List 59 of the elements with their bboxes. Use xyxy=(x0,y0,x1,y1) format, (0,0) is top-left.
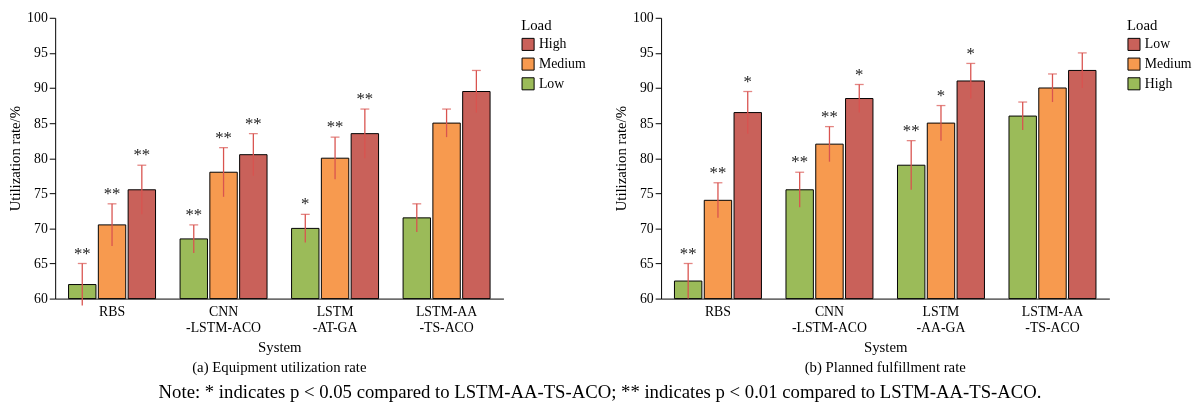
y-tick-label: 100 xyxy=(633,10,654,26)
data-label: ** xyxy=(133,145,151,165)
data-label: ** xyxy=(103,183,121,203)
x-tick-label: CNN -LSTM-ACO xyxy=(186,303,262,335)
x-tick-label: CNN -LSTM-ACO xyxy=(791,303,868,335)
y-tick-label: 100 xyxy=(27,10,48,26)
legend-label: High xyxy=(538,36,567,52)
legend-label: Medium xyxy=(1144,56,1192,72)
x-tick-label: LSTM-AA -TS-ACO xyxy=(1021,303,1084,335)
text: (a) Equipment utilization rate xyxy=(192,359,367,377)
data-label: * xyxy=(301,194,310,214)
legend-label: High xyxy=(1144,75,1173,91)
x-tick-label: LSTM-AA -TS-ACO xyxy=(415,303,478,335)
x-tick-label: RBS xyxy=(99,303,126,319)
y-axis-title: Utilization rate/% xyxy=(613,106,630,212)
data-label: ** xyxy=(326,117,344,137)
legend-title: Load xyxy=(1127,16,1159,33)
legend-label: Medium xyxy=(538,56,586,72)
data-label: ** xyxy=(244,113,262,133)
data-label: ** xyxy=(73,243,91,263)
y-tick-label: 90 xyxy=(34,80,48,96)
legend-title: Load xyxy=(521,16,553,33)
legend-label: Low xyxy=(538,75,565,91)
y-tick-label: 85 xyxy=(34,115,48,131)
x-tick-label: RBS xyxy=(704,303,731,319)
y-tick-label: 95 xyxy=(639,45,654,61)
x-tick-label: LSTM -AA-GA xyxy=(916,303,966,335)
y-tick-label: 65 xyxy=(34,255,48,271)
y-tick-label: 80 xyxy=(34,150,48,166)
data-label: ** xyxy=(709,162,727,182)
x-axis-title: System xyxy=(258,339,303,356)
y-tick-label: 70 xyxy=(34,220,48,236)
data-label: ** xyxy=(791,152,809,172)
y-tick-label: 60 xyxy=(639,291,654,307)
x-tick-label: LSTM -AT-GA xyxy=(312,303,358,335)
data-label: ** xyxy=(821,106,838,126)
y-tick-label: 85 xyxy=(639,115,654,131)
data-label: * xyxy=(855,64,864,84)
y-tick-label: 80 xyxy=(639,150,654,166)
data-label: ** xyxy=(356,89,374,109)
data-label: * xyxy=(966,43,975,63)
text: (b) Planned fulfillment rate xyxy=(804,359,967,377)
y-tick-label: 65 xyxy=(639,255,654,271)
y-tick-label: 60 xyxy=(34,291,48,307)
data-label: ** xyxy=(902,120,920,140)
text: Note: * indicates p < 0.05 compared to LSTM-AA-TS-ACO; ** indicates p < 0.01 compared to LSTM-AA-TS-ACO. xyxy=(158,381,1042,403)
y-tick-label: 95 xyxy=(34,45,48,61)
x-axis-title: System xyxy=(863,339,908,356)
data-label: * xyxy=(743,71,752,91)
y-axis-title: Utilization rate/% xyxy=(7,106,24,212)
y-tick-label: 75 xyxy=(639,185,654,201)
y-tick-label: 75 xyxy=(34,185,48,201)
legend-label: Low xyxy=(1144,36,1171,52)
y-tick-label: 70 xyxy=(639,220,654,236)
data-label: ** xyxy=(215,127,232,147)
y-tick-label: 90 xyxy=(639,80,654,96)
data-label: ** xyxy=(679,243,697,263)
data-label: ** xyxy=(185,204,203,224)
data-label: * xyxy=(936,85,946,105)
